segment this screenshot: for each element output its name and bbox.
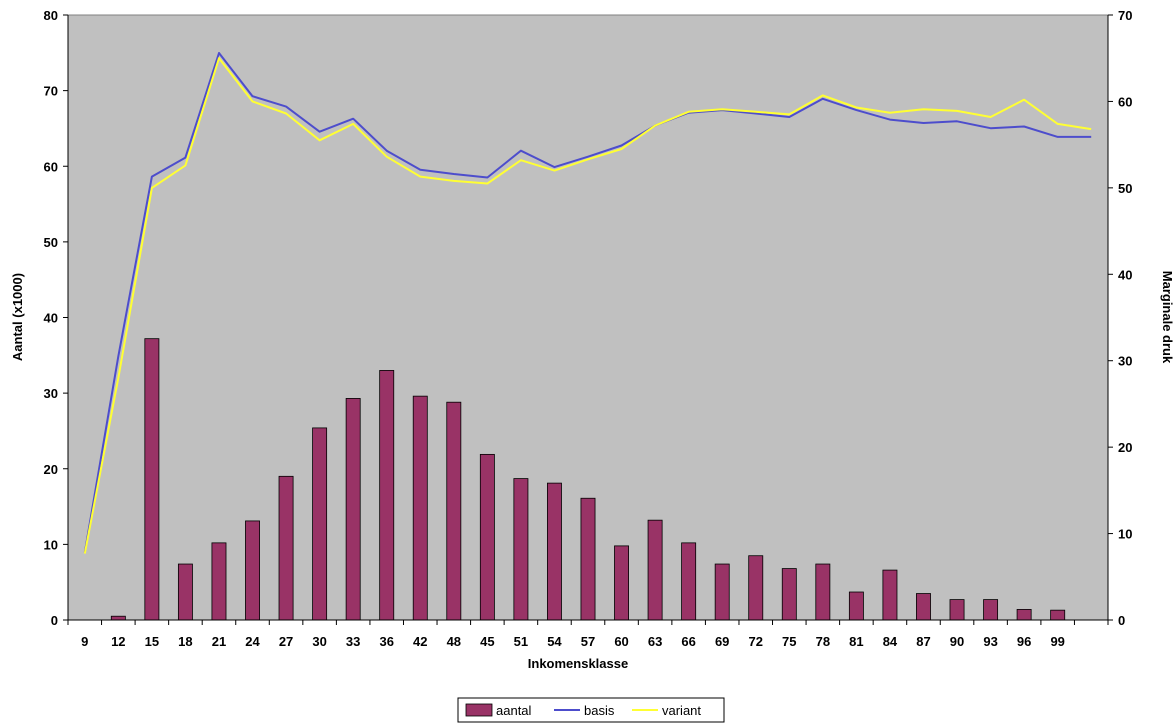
left-tick-label: 30	[44, 386, 58, 401]
legend-label-aantal: aantal	[496, 703, 532, 718]
legend-label-basis: basis	[584, 703, 615, 718]
x-tick-label: 75	[782, 634, 796, 649]
x-tick-label: 12	[111, 634, 125, 649]
right-tick-label: 70	[1118, 8, 1132, 23]
right-tick-label: 30	[1118, 354, 1132, 369]
x-tick-label: 78	[816, 634, 830, 649]
left-tick-label: 60	[44, 159, 58, 174]
bar-aantal-25	[916, 593, 931, 621]
right-axis-title: Marginale druk	[1160, 271, 1175, 364]
x-tick-label: 84	[883, 634, 898, 649]
right-tick-label: 60	[1118, 94, 1132, 109]
bar-aantal-28	[1016, 609, 1032, 621]
x-tick-label: 57	[581, 634, 595, 649]
bar-aantal-21	[781, 568, 797, 621]
line-series-basis	[83, 52, 1092, 553]
x-tick-label: 48	[447, 634, 461, 649]
legend-swatch-aantal	[465, 703, 493, 717]
right-tick-label: 10	[1118, 527, 1132, 542]
bar-aantal-12	[479, 453, 495, 621]
left-tick-label: 40	[44, 311, 58, 326]
legend-box	[457, 697, 725, 723]
x-tick-label: 96	[1017, 634, 1031, 649]
bar-aantal-20	[748, 555, 764, 621]
bar-aantal-8	[345, 398, 361, 621]
x-tick-label: 93	[983, 634, 997, 649]
bar-aantal-1	[110, 615, 126, 621]
x-tick-label: 36	[379, 634, 393, 649]
bar-aantal-13	[513, 478, 529, 621]
legend-label-variant: variant	[662, 703, 701, 718]
x-tick-label: 90	[950, 634, 964, 649]
bar-aantal-6	[278, 475, 294, 621]
x-tick-label: 99	[1050, 634, 1064, 649]
x-tick-label: 72	[749, 634, 763, 649]
bar-aantal-16	[614, 545, 629, 621]
bar-aantal-22	[815, 563, 831, 621]
right-tick-label: 0	[1118, 613, 1125, 628]
x-tick-label: 81	[849, 634, 863, 649]
line-series-variant	[83, 57, 1092, 554]
right-tick-label: 50	[1118, 181, 1132, 196]
bar-aantal-9	[379, 370, 395, 621]
x-tick-label: 45	[480, 634, 494, 649]
x-tick-label: 51	[514, 634, 528, 649]
bar-aantal-2	[144, 338, 160, 621]
legend: aantal basis variant	[457, 697, 725, 723]
left-tick-label: 0	[51, 613, 58, 628]
x-tick-label: 18	[178, 634, 192, 649]
left-axis-title: Aantal (x1000)	[10, 273, 25, 361]
x-tick-label: 54	[547, 634, 562, 649]
x-tick-label: 66	[681, 634, 695, 649]
x-axis-title: Inkomensklasse	[528, 656, 628, 671]
bar-aantal-26	[949, 599, 965, 621]
bar-aantal-18	[681, 542, 697, 621]
bar-aantal-19	[714, 563, 730, 621]
x-tick-label: 42	[413, 634, 427, 649]
bar-aantal-23	[848, 591, 864, 621]
x-tick-label: 9	[81, 634, 88, 649]
x-tick-label: 24	[245, 634, 260, 649]
x-tick-label: 69	[715, 634, 729, 649]
right-tick-label: 40	[1118, 267, 1132, 282]
bar-aantal-17	[647, 519, 663, 621]
bar-aantal-29	[1050, 609, 1066, 621]
left-tick-label: 10	[44, 537, 58, 552]
x-tick-label: 87	[916, 634, 930, 649]
bar-aantal-10	[412, 395, 428, 621]
left-tick-label: 70	[44, 84, 58, 99]
bar-aantal-14	[547, 482, 562, 621]
bar-aantal-24	[882, 569, 898, 621]
left-tick-label: 20	[44, 462, 58, 477]
x-tick-label: 27	[279, 634, 293, 649]
bar-aantal-11	[446, 401, 462, 621]
x-tick-label: 33	[346, 634, 360, 649]
x-tick-label: 63	[648, 634, 662, 649]
x-tick-label: 15	[145, 634, 159, 649]
x-tick-label: 21	[212, 634, 226, 649]
left-tick-label: 80	[44, 8, 58, 23]
bar-aantal-15	[580, 497, 596, 621]
bar-aantal-7	[312, 427, 328, 621]
right-tick-label: 20	[1118, 440, 1132, 455]
bar-aantal-4	[211, 542, 227, 621]
bar-aantal-27	[983, 599, 999, 621]
bar-aantal-3	[177, 563, 193, 621]
x-tick-label: 30	[312, 634, 326, 649]
bar-aantal-5	[245, 520, 260, 621]
x-tick-label: 60	[614, 634, 628, 649]
left-tick-label: 50	[44, 235, 58, 250]
